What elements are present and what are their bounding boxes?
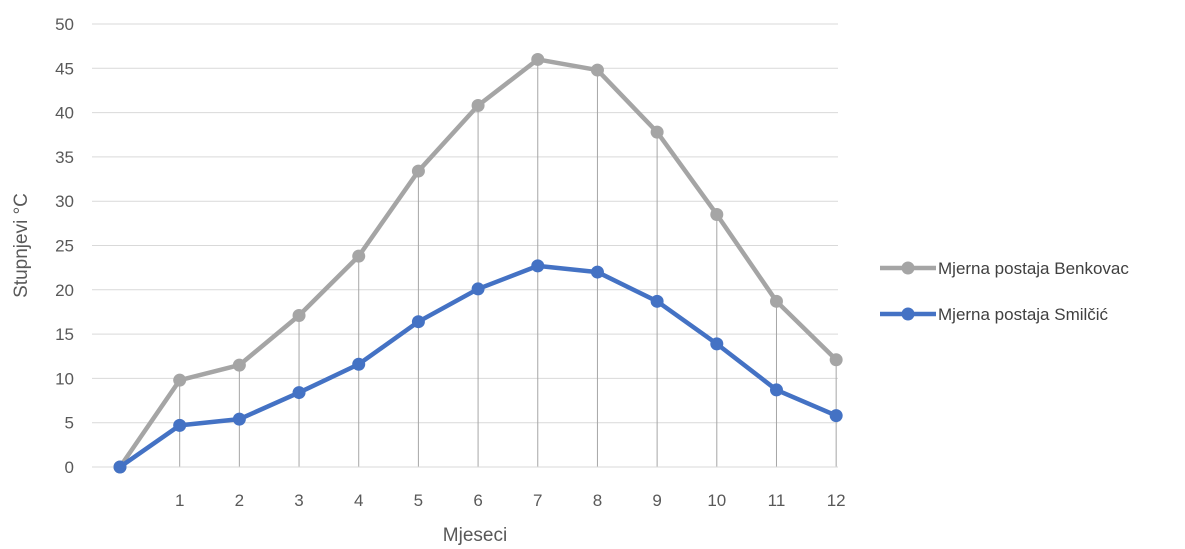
x-tick-label: 12 — [827, 491, 846, 510]
data-point — [590, 63, 604, 77]
y-tick-label: 0 — [65, 458, 74, 477]
data-point — [292, 308, 306, 322]
x-tick-label: 6 — [473, 491, 482, 510]
y-tick-label: 35 — [55, 148, 74, 167]
data-point — [411, 164, 425, 178]
data-point — [471, 99, 485, 113]
data-point — [471, 282, 485, 296]
series-layer — [113, 52, 843, 474]
data-point — [829, 353, 843, 367]
x-tick-label: 11 — [768, 491, 786, 510]
data-point — [710, 337, 724, 351]
x-tick-label: 4 — [354, 491, 363, 510]
legend-swatch-marker — [901, 261, 915, 275]
legend-label: Mjerna postaja Benkovac — [938, 259, 1129, 278]
drop-lines — [179, 59, 837, 467]
data-point — [113, 460, 127, 474]
x-tick-label: 1 — [175, 491, 184, 510]
y-tick-label: 40 — [55, 104, 74, 123]
x-tick-label: 3 — [294, 491, 303, 510]
legend-swatch-marker — [901, 307, 915, 321]
legend-label: Mjerna postaja Smilčić — [938, 305, 1109, 324]
x-tick-label: 7 — [533, 491, 542, 510]
data-point — [769, 294, 783, 308]
x-axis-ticks: 1 2 3 4 5 6 7 8 9 10 11 12 — [175, 491, 846, 510]
x-tick-label: 9 — [652, 491, 661, 510]
data-point — [411, 315, 425, 329]
data-point — [650, 125, 664, 139]
x-tick-label: 5 — [414, 491, 423, 510]
y-axis-title: Stupnjevi °C — [11, 193, 32, 298]
data-point — [650, 294, 664, 308]
gridlines — [92, 23, 838, 424]
data-point — [710, 207, 724, 221]
series-2 — [113, 259, 843, 474]
data-point — [769, 383, 783, 397]
x-tick-label: 2 — [235, 491, 244, 510]
y-tick-label: 50 — [55, 15, 74, 34]
y-axis-ticks: 0 5 10 15 20 25 30 35 40 45 50 — [55, 15, 74, 477]
data-point — [531, 259, 545, 273]
x-axis-title: Mjeseci — [443, 525, 507, 546]
y-tick-label: 25 — [55, 237, 74, 256]
data-point — [352, 357, 366, 371]
y-tick-label: 10 — [55, 369, 74, 388]
legend-item: Mjerna postaja Benkovac — [880, 259, 1129, 278]
legend: Mjerna postaja Benkovac Mjerna postaja Sm… — [880, 259, 1129, 324]
data-point — [232, 358, 246, 372]
y-tick-label: 45 — [55, 59, 74, 78]
y-tick-label: 20 — [55, 281, 74, 300]
data-point — [829, 409, 843, 423]
legend-item: Mjerna postaja Smilčić — [880, 305, 1109, 324]
y-tick-label: 5 — [65, 414, 74, 433]
data-point — [173, 373, 187, 387]
data-point — [232, 412, 246, 426]
data-point — [292, 386, 306, 400]
data-point — [352, 249, 366, 263]
y-tick-label: 15 — [55, 325, 74, 344]
data-point — [531, 52, 545, 66]
data-point — [590, 265, 604, 279]
x-tick-label: 8 — [593, 491, 602, 510]
y-tick-label: 30 — [55, 192, 74, 211]
data-point — [173, 418, 187, 432]
x-tick-label: 10 — [707, 491, 726, 510]
